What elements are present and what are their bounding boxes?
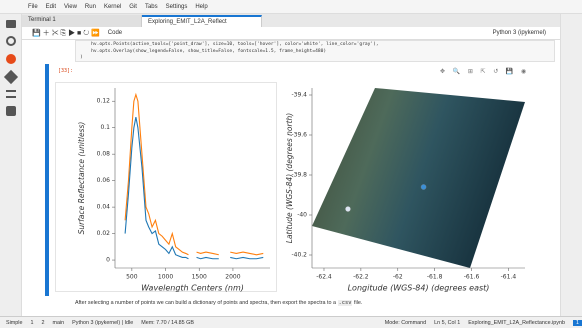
spectrum-line	[124, 92, 264, 256]
x-tick-label: 2000	[225, 274, 240, 281]
y-tick-label: -39.4	[291, 92, 307, 99]
x-tick-label: 1000	[158, 274, 173, 281]
menu-item[interactable]: Tabs	[144, 3, 158, 10]
menu-item[interactable]: Settings	[165, 3, 188, 10]
x-tick-label: 1500	[192, 274, 207, 281]
charts: 0 0.02 0.04 0.06 0.08 0.1 0.12 500 1000 1500 2000 W…	[77, 88, 525, 293]
x-tick-label: -61.4	[501, 274, 517, 281]
kernel-name[interactable]: Python 3 (ipykernel)	[492, 30, 546, 36]
mode-toggle[interactable]: Simple	[6, 319, 23, 326]
menu-bar: File Edit View Run Kernel Git Tabs Settings Help	[0, 0, 582, 14]
x-tick-label: 500	[126, 274, 138, 281]
folder-icon[interactable]	[6, 20, 16, 28]
markdown-cell: After selecting a number of points we ca…	[75, 300, 362, 306]
tab[interactable]: Exploring_EMIT_L2A_Reflect	[142, 15, 262, 27]
note-text: After selecting a number of points we ca…	[75, 300, 336, 306]
cursor-position: Ln 5, Col 1	[434, 319, 461, 326]
note-end: file.	[353, 300, 363, 306]
git-icon[interactable]	[6, 54, 16, 64]
cell-collapser[interactable]	[45, 64, 49, 296]
cell-type[interactable]: Code	[107, 30, 123, 36]
left-sidebar	[0, 14, 22, 316]
y-tick-label: 0.04	[97, 204, 111, 211]
x-tick-label: -61.6	[464, 274, 480, 281]
menu-item[interactable]: Git	[129, 3, 137, 10]
menu-item[interactable]: Help	[195, 3, 208, 10]
kernel-status[interactable]: Python 3 (ipykernel) | Idle	[72, 319, 134, 326]
cell-prompt: [33]:	[58, 68, 74, 74]
point	[345, 206, 351, 212]
x-tick-label: -61.8	[427, 274, 443, 281]
y-tick-label: 0	[106, 257, 110, 264]
menu-item[interactable]: Kernel	[103, 3, 122, 10]
spectrum-line	[124, 117, 264, 260]
y-tick-label: -39.6	[291, 132, 307, 139]
right-sidebar	[560, 14, 582, 316]
satellite-image	[312, 88, 525, 268]
git-branch[interactable]: main	[52, 319, 65, 326]
y-tick-label: -39.8	[291, 172, 307, 179]
y-tick-label: 0.02	[97, 230, 111, 237]
tab-bar: Terminal 1 Exploring_EMIT_L2A_Reflect	[22, 14, 560, 27]
y-tick-label: 0.08	[97, 151, 111, 158]
plot-toolbar[interactable]: ✥ 🔍 ⊞ ⇱ ↺ 💾 ◉	[440, 69, 530, 75]
y-tick-label: -40	[297, 212, 307, 219]
menu-item[interactable]: Edit	[45, 3, 57, 10]
y-tick-label: 0.12	[97, 98, 111, 105]
code-line: )	[80, 55, 83, 60]
code-cell: hv.opts.Points(active_tools=['point_draw…	[75, 40, 555, 62]
y-tick-label: 0.1	[100, 124, 110, 131]
y-tick-label: 0.06	[97, 177, 111, 184]
note-code: .csv	[337, 300, 353, 306]
code-line: hv.opts.Overlay(show_legend=False, show_…	[80, 48, 327, 54]
x-axis-title: Wavelength Centers (nm)	[141, 284, 244, 293]
running-icon[interactable]	[6, 36, 16, 46]
y-axis-title: Latitude (WGS-84) (degrees north)	[285, 113, 294, 244]
y-axis-title: Surface Reflectance (unitless)	[77, 122, 86, 235]
menu-item[interactable]: Run	[84, 3, 96, 10]
memory: Mem: 7.70 / 14.85 GB	[141, 319, 194, 326]
count: 1	[30, 319, 34, 326]
plot-frame	[55, 82, 277, 292]
notebook-toolbar: 💾 ＋ ✂ ⎘ ▶ ■ ↻ ⏩ Code Python 3 (ipykernel…	[22, 27, 560, 40]
status-bar: Simple 1 2 main Python 3 (ipykernel) | I…	[0, 316, 582, 328]
x-tick-label: -62	[393, 274, 403, 281]
count: 2	[41, 319, 45, 326]
tab[interactable]: Terminal 1	[22, 15, 142, 27]
notification-badge[interactable]: 1	[573, 319, 582, 326]
code-line: hv.opts.Points(active_tools=['point_draw…	[80, 42, 379, 47]
menu-item[interactable]: File	[28, 3, 38, 10]
x-tick-label: -62.4	[316, 274, 332, 281]
x-axis-title: Longitude (WGS-84) (degrees east)	[348, 284, 490, 293]
x-tick-label: -62.2	[353, 274, 369, 281]
file-name: Exploring_EMIT_L2A_Reflectance.ipynb	[468, 319, 565, 326]
extension-icon[interactable]	[6, 106, 16, 116]
toc-icon[interactable]	[6, 90, 16, 98]
y-tick-label: -40.2	[291, 252, 307, 259]
menu-item[interactable]: View	[64, 3, 77, 10]
command-mode: Mode: Command	[384, 319, 427, 326]
point	[420, 184, 427, 190]
